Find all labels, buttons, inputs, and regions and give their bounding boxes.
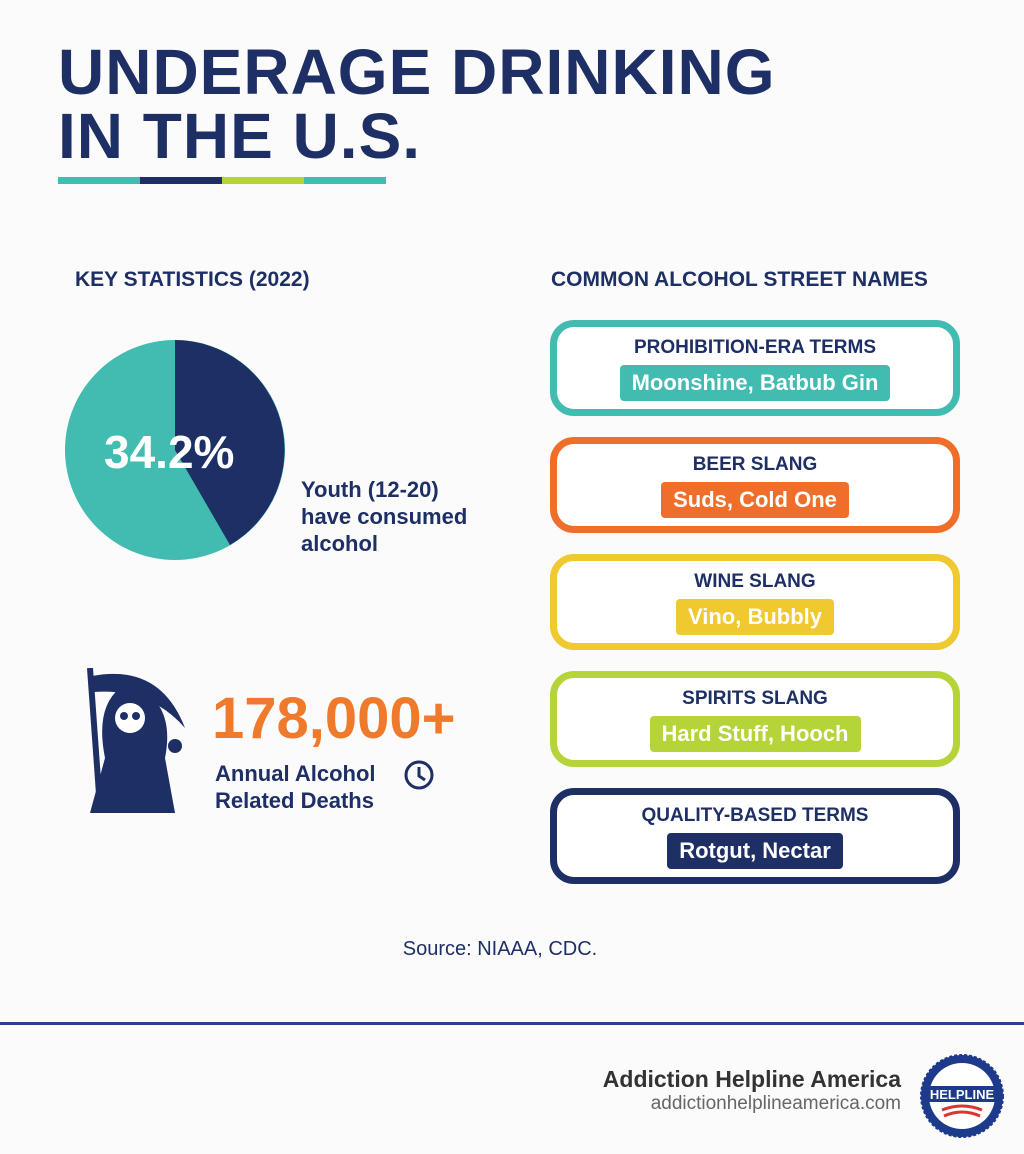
card-terms: Vino, Bubbly — [675, 599, 835, 635]
slang-card: PROHIBITION-ERA TERMS Moonshine, Batbub G… — [550, 320, 960, 416]
footer-brand: Addiction Helpline America addictionhelp… — [603, 1066, 901, 1115]
slang-card: QUALITY-BASED TERMS Rotgut, Nectar — [550, 788, 960, 884]
grim-reaper-icon — [87, 668, 185, 813]
footer-divider — [0, 1022, 1024, 1025]
pie-value: 34.2% — [104, 426, 235, 478]
pie-chart — [65, 340, 285, 560]
card-terms: Rotgut, Nectar — [667, 833, 843, 869]
deaths-value: 178,000+ — [212, 686, 456, 751]
title-underline-teal-2 — [304, 177, 386, 184]
card-terms: Moonshine, Batbub Gin — [619, 365, 891, 401]
card-label: QUALITY-BASED TERMS — [641, 805, 869, 826]
card-label: BEER SLANG — [692, 454, 818, 475]
slang-card: SPIRITS SLANG Hard Stuff, Hooch — [550, 671, 960, 767]
card-terms: Suds, Cold One — [661, 482, 849, 518]
title-underline-teal — [58, 177, 140, 184]
title-underline-navy — [140, 177, 222, 184]
caption-line: Related Deaths — [215, 788, 374, 813]
pie-caption: Youth (12-20) have consumed alcohol — [301, 476, 467, 557]
helpline-logo: HELPLINE — [920, 1054, 1004, 1138]
card-label: PROHIBITION-ERA TERMS — [633, 337, 877, 358]
svg-text:HELPLINE: HELPLINE — [930, 1087, 995, 1102]
card-terms: Hard Stuff, Hooch — [649, 716, 861, 752]
title-underline-lime — [222, 177, 304, 184]
caption-line: have consumed — [301, 504, 468, 529]
card-label: SPIRITS SLANG — [682, 688, 828, 709]
caption-line: Youth (12-20) — [301, 477, 439, 502]
deaths-caption: Annual Alcohol Related Deaths — [215, 760, 376, 814]
title-line-1: UNDERAGE DRINKING — [58, 36, 776, 108]
slang-card: WINE SLANG Vino, Bubbly — [550, 554, 960, 650]
stats-heading: KEY STATISTICS (2022) — [75, 268, 310, 291]
pie-slice-highlight — [175, 340, 285, 545]
org-url[interactable]: addictionhelplineamerica.com — [650, 1093, 901, 1114]
source-note: Source: NIAAA, CDC. — [402, 938, 598, 960]
slang-card: BEER SLANG Suds, Cold One — [550, 437, 960, 533]
caption-line: Annual Alcohol — [215, 761, 376, 786]
org-name: Addiction Helpline America — [602, 1066, 901, 1092]
card-label: WINE SLANG — [694, 571, 816, 592]
title-line-2: IN THE U.S. — [58, 100, 422, 172]
page-title: UNDERAGE DRINKING IN THE U.S. — [58, 40, 775, 168]
clock-icon — [404, 760, 434, 790]
caption-line: alcohol — [301, 531, 379, 556]
names-heading: COMMON ALCOHOL STREET NAMES — [551, 268, 928, 291]
